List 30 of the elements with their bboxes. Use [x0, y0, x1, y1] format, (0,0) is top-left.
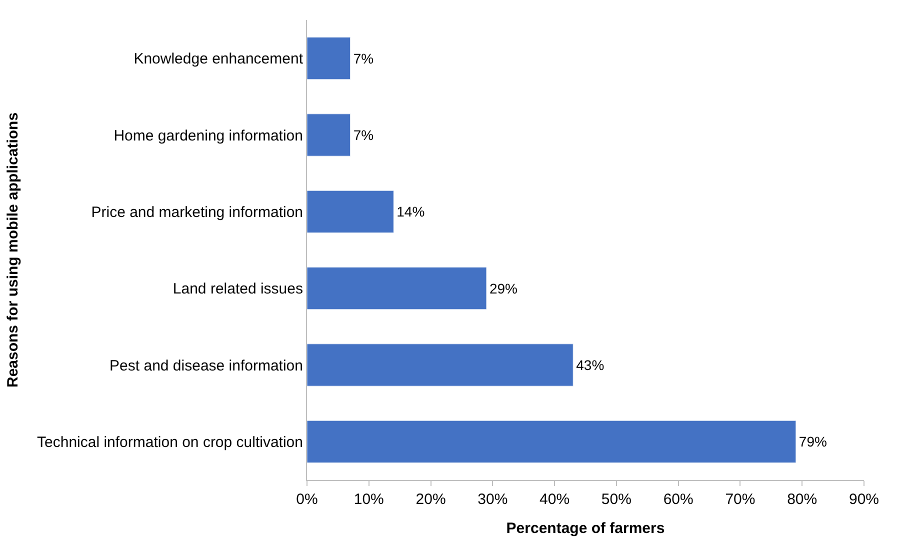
bar: [307, 344, 574, 386]
x-tick-label: 80%: [787, 491, 818, 508]
x-tick-label: 40%: [540, 491, 570, 508]
bar: [307, 190, 394, 233]
data-label: 14%: [396, 204, 425, 220]
x-tick-label: 0%: [296, 491, 318, 508]
x-tick-label: 60%: [663, 491, 694, 508]
bar: [307, 267, 487, 310]
y-axis-title: Reasons for using mobile applications: [4, 112, 22, 388]
x-tick-label: 10%: [354, 491, 384, 508]
y-tick-label: Technical information on crop cultivation: [37, 434, 303, 451]
bar: [307, 420, 796, 463]
data-label: 79%: [798, 434, 827, 450]
x-axis-title: Percentage of farmers: [506, 520, 665, 537]
y-tick-label: Pest and disease information: [110, 357, 303, 374]
data-label: 43%: [576, 357, 604, 373]
data-label: 29%: [489, 280, 518, 296]
data-label: 7%: [353, 127, 374, 143]
y-tick-label: Price and marketing information: [91, 204, 303, 221]
data-label: 7%: [353, 50, 374, 66]
y-tick-label: Home gardening information: [114, 127, 303, 144]
x-tick-label: 90%: [848, 491, 880, 508]
x-tick-label: 70%: [725, 491, 756, 508]
y-tick-label: Knowledge enhancement: [134, 50, 304, 68]
bar: [307, 37, 351, 80]
x-tick-label: 50%: [601, 491, 632, 508]
x-tick-label: 20%: [416, 491, 446, 508]
y-tick-label: Land related issues: [172, 280, 303, 298]
x-tick-label: 30%: [478, 491, 508, 508]
bar: [307, 114, 351, 156]
